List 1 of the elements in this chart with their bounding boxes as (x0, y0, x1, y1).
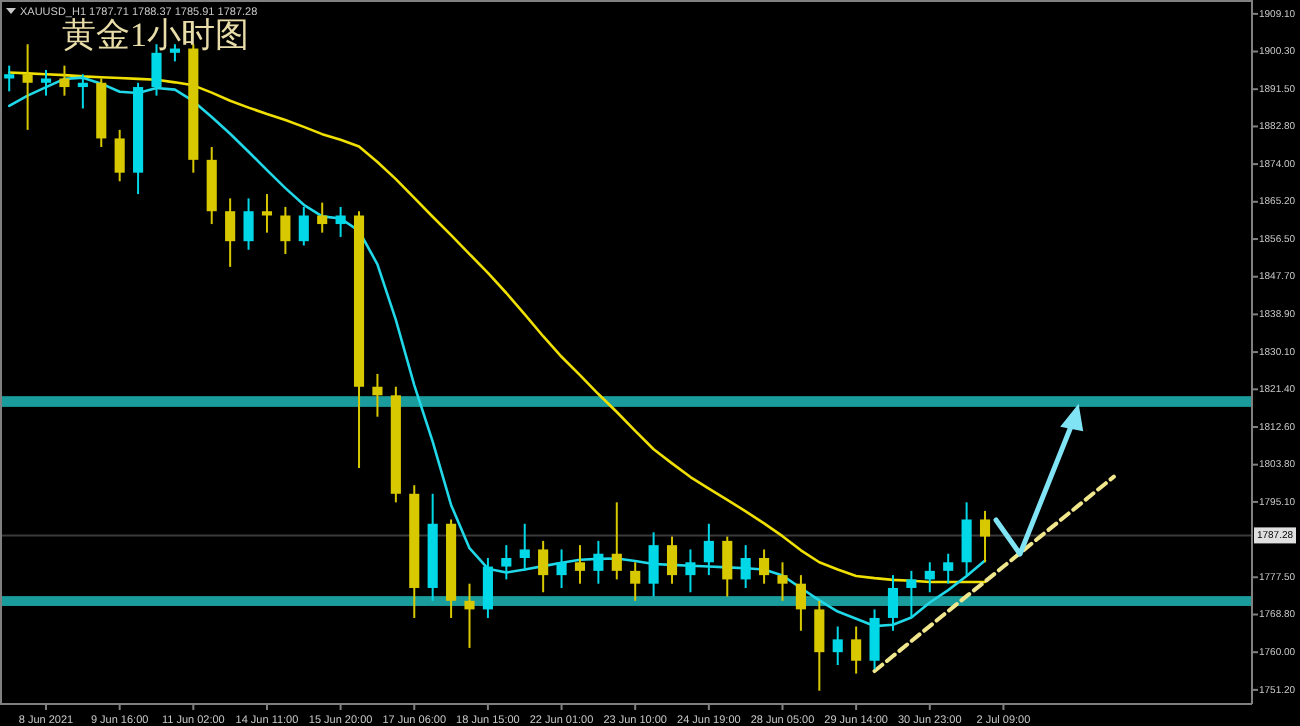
chart-title: 黄金1小时图 (62, 16, 249, 54)
